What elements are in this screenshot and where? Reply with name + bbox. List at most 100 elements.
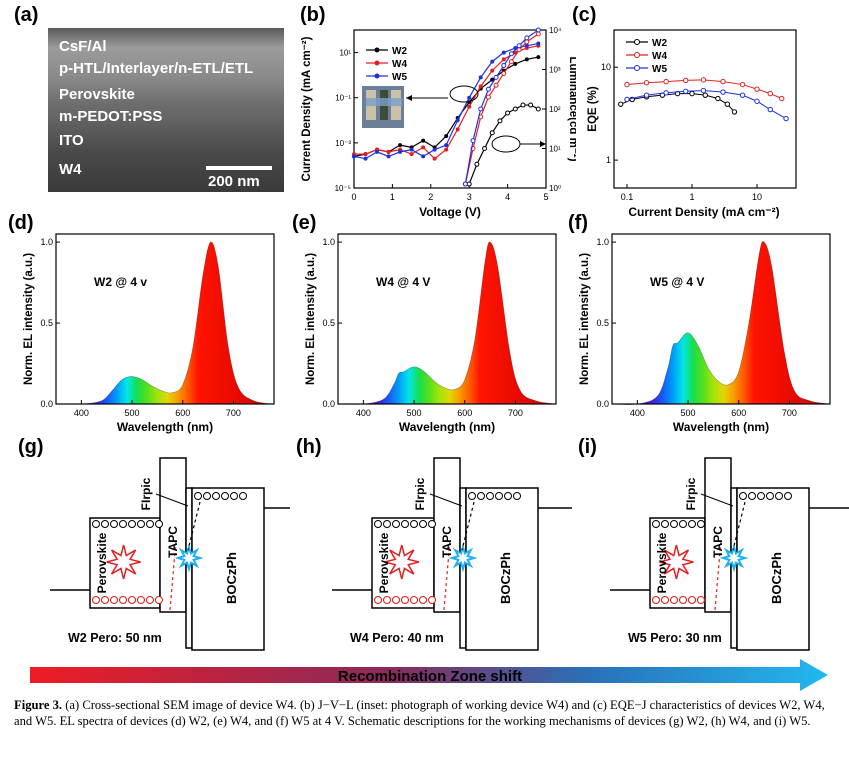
boczph-box <box>736 487 810 651</box>
tapc-label: TAPC <box>440 526 454 558</box>
electron-symbol <box>128 520 136 528</box>
x-axis-label: Wavelength (nm) <box>117 420 213 434</box>
boczph-label: BOCzPh <box>498 552 513 604</box>
eqe-point-W5 <box>700 87 707 94</box>
arrow-label: Recombination Zone shift <box>338 668 522 685</box>
sem-layer-label: Perovskite <box>59 86 135 103</box>
l-point-W5 <box>470 138 476 144</box>
firpic-label: FIrpic <box>413 477 427 510</box>
x-tick-label: 500 <box>681 408 696 418</box>
y-axis-label: Norm. EL intensity (a.u.) <box>23 253 35 385</box>
perovskite-label: Perovskite <box>95 532 109 593</box>
j-point-W2 <box>421 138 426 143</box>
panel-label-f: (f) <box>568 212 588 234</box>
electron-symbol <box>374 520 382 528</box>
chart-b-xlabel: Voltage (V) <box>419 205 481 219</box>
j-point-W4 <box>432 156 437 161</box>
chart-frame <box>337 233 557 405</box>
electron-symbol <box>230 492 238 500</box>
recombination-arrow: Recombination Zone shift <box>30 659 828 691</box>
spectrum-annotation: W5 @ 4 V <box>650 275 704 289</box>
l-point-W4 <box>508 59 514 65</box>
x-tick-label: 600 <box>731 408 746 418</box>
y-axis-label: Norm. EL intensity (a.u.) <box>305 253 317 385</box>
hole-symbol <box>127 595 137 605</box>
panel-label-e: (e) <box>292 212 317 234</box>
j-point-W5 <box>363 156 368 161</box>
schematic-h: Perovskite TAPC BOCzPh FIrpic W4 Pero: 40 nm <box>332 457 572 651</box>
eqe-point-W2 <box>724 101 731 107</box>
l-point-W4 <box>524 39 530 45</box>
l-point-W2 <box>528 102 534 108</box>
tapc-label: TAPC <box>711 526 725 558</box>
perovskite-label: Perovskite <box>655 532 669 593</box>
hole-symbol <box>678 595 688 605</box>
eqe-point-W2 <box>702 92 708 98</box>
electron-symbol <box>775 492 783 500</box>
j-point-W2 <box>444 134 449 139</box>
x-tick-label: 400 <box>356 408 371 418</box>
panel-label-d: (d) <box>8 212 34 234</box>
scale-bar-label: 200 nm <box>208 173 260 190</box>
x-tick-label: 700 <box>782 408 797 418</box>
firpic-label: FIrpic <box>684 477 698 510</box>
electron-symbol <box>392 520 400 528</box>
eqe-point-W5 <box>624 96 630 103</box>
electron-symbol <box>766 492 774 500</box>
hole-symbol <box>400 595 410 605</box>
hole-symbol <box>696 595 706 605</box>
eqe-point-W4 <box>624 81 630 88</box>
hole-symbol <box>391 595 401 605</box>
y-tick-label: 10 <box>601 62 611 72</box>
eqe-point-W2 <box>715 95 721 102</box>
legend-marker-W4 <box>374 60 380 66</box>
electron-symbol <box>688 520 696 528</box>
chart-b-ylabel: Current Density (mA cm⁻²) <box>301 36 313 181</box>
l-point-W5 <box>524 35 530 41</box>
legend-marker-W5 <box>634 65 640 71</box>
chart-frame <box>55 233 275 405</box>
el-curve <box>337 241 557 405</box>
hole-symbol <box>687 595 697 605</box>
eqe-series-W4 <box>626 79 782 99</box>
panel-label-i: (i) <box>578 436 597 458</box>
perovskite-label: Perovskite <box>377 532 391 593</box>
l-point-W2 <box>497 118 503 124</box>
sem-image: CsF/Al p-HTL/Interlayer/n-ETL/ETL Perovs… <box>48 28 284 192</box>
j-point-W4 <box>478 84 483 89</box>
hole-symbol <box>100 595 110 605</box>
x-tick-label: 400 <box>74 408 89 418</box>
chart-b-legend: W2 W4 W5 <box>366 46 407 83</box>
electron-symbol <box>137 520 145 528</box>
electron-symbol <box>757 492 765 500</box>
eqe-point-W5 <box>663 90 669 96</box>
spectrum-annotation: W2 @ 4 v <box>94 275 147 289</box>
sem-layer-label: p-HTL/Interlayer/n-ETL/ETL <box>59 60 254 77</box>
chart-b-curves <box>352 27 541 187</box>
emission-burst-red <box>384 544 419 580</box>
hole-symbol <box>418 595 428 605</box>
legend-marker-W2 <box>374 47 380 53</box>
j-point-W2 <box>490 77 495 82</box>
y-tick-label: 0.5 <box>596 318 609 328</box>
hole-symbol <box>154 595 164 605</box>
y-tick-label: 0.0 <box>322 399 335 409</box>
electron-symbol <box>119 520 127 528</box>
x-tick-label: 600 <box>457 408 472 418</box>
x-axis-label: Wavelength (nm) <box>399 420 495 434</box>
eqe-point-W4 <box>663 78 669 85</box>
electron-symbol <box>239 492 247 500</box>
l-point-W5 <box>508 51 514 57</box>
j-point-W4 <box>455 127 460 132</box>
l-point-W4 <box>485 94 491 100</box>
electron-symbol <box>784 492 792 500</box>
l-point-W2 <box>474 161 480 167</box>
electron-symbol <box>101 520 109 528</box>
electron-symbol <box>468 492 476 500</box>
j-point-W2 <box>524 57 529 62</box>
caption-lead: Figure 3. <box>14 698 63 712</box>
schematic-i: Perovskite TAPC BOCzPh FIrpic W5 Pero: 30 nm <box>610 457 849 651</box>
y-tick-label: 10⁻³ <box>335 139 351 148</box>
el-curve <box>55 241 275 405</box>
boczph-label: BOCzPh <box>769 552 784 604</box>
